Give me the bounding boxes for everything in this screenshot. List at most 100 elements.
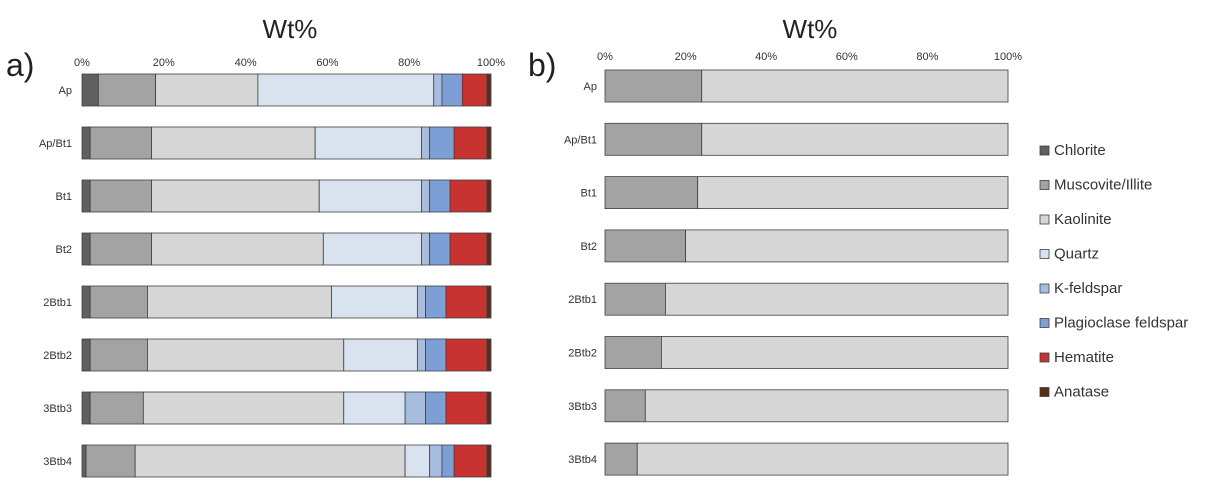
panel-a-segment-ap-bt1-chlorite [81, 126, 91, 160]
panel-a-segment-bt1-k-feldspar [421, 179, 431, 213]
panel-b-x-tick-0: 0% [597, 51, 613, 63]
panel-b-category-ap-bt1: Ap/Bt1 [564, 134, 597, 146]
panel-a-segment-bt2-muscovite-illite [89, 232, 152, 266]
panel-b-segment-ap-bt1-kaolinite [701, 122, 1009, 156]
panel-b-title: Wt% [783, 14, 838, 44]
panel-a-segment-2btb2-kaolinite [147, 338, 345, 372]
panel-b-x-ticks: 0% 20% 40% 60% 80% 100% [597, 51, 1022, 63]
panel-a-bars [81, 73, 492, 478]
panel-a-segment-2btb1-kaolinite [147, 285, 332, 319]
panel-a-category-bt2: Bt2 [55, 244, 72, 256]
legend-swatch-anatase [1039, 387, 1050, 397]
legend-swatch-muscovite-illite [1039, 180, 1050, 190]
panel-b-segment-bt2-kaolinite [685, 229, 1009, 263]
panel-a-segment-3btb3-muscovite-illite [89, 391, 144, 425]
panel-a-segment-3btb4-hematite [453, 444, 488, 478]
panel-a-x-ticks: 0% 20% 40% 60% 80% 100% [74, 57, 505, 69]
panel-b-category-3btb3: 3Btb3 [568, 401, 597, 413]
panel-a-segment-ap-plagioclase-feldspar [441, 73, 463, 107]
panel-a-x-tick-4: 80% [398, 57, 420, 69]
panel-a-bar-bt1 [81, 179, 492, 213]
panel-a-segment-ap-bt1-muscovite-illite [89, 126, 152, 160]
panel-a-segment-ap-bt1-plagioclase-feldspar [429, 126, 455, 160]
panel-a-segment-bt1-anatase [486, 179, 492, 213]
panel-b-bar-ap-bt1 [604, 122, 1009, 156]
panel-a-segment-2btb2-plagioclase-feldspar [425, 338, 447, 372]
panel-b-segment-bt1-kaolinite [697, 176, 1009, 210]
panel-a-category-3btb4: 3Btb4 [43, 456, 72, 468]
panel-b-bar-ap [604, 69, 1009, 103]
panel-a-segment-bt2-quartz [322, 232, 422, 266]
legend-label-kaolinite: Kaolinite [1054, 211, 1112, 228]
panel-a-segment-3btb4-muscovite-illite [85, 444, 136, 478]
panel-b-segment-3btb3-muscovite-illite [604, 389, 646, 423]
panel-a-segment-bt1-chlorite [81, 179, 91, 213]
panel-a-title: Wt% [263, 14, 318, 44]
panel-a-segment-bt2-chlorite [81, 232, 91, 266]
legend-swatch-chlorite [1039, 145, 1050, 156]
legend-swatch-hematite [1039, 352, 1050, 363]
legend-item-quartz: Quartz [1039, 246, 1099, 263]
panel-a-segment-bt1-muscovite-illite [89, 179, 152, 213]
panel-a-category-2btb1: 2Btb1 [43, 297, 72, 309]
panel-b-category-2btb1: 2Btb1 [568, 294, 597, 306]
panel-b-segment-ap-muscovite-illite [604, 69, 703, 103]
legend-swatch-kaolinite [1039, 214, 1050, 225]
panel-a-segment-3btb4-plagioclase-feldspar [441, 444, 455, 478]
panel-b-chart: b) Wt% 0% 20% 40% 60% 80% 100% Ap Ap/Bt1 Bt1 Bt2… [528, 14, 1022, 476]
legend-item-hematite: Hematite [1039, 349, 1114, 366]
panel-a-x-tick-5: 100% [477, 57, 505, 69]
panel-b-category-bt2: Bt2 [580, 241, 597, 253]
panel-a-segment-3btb4-chlorite [81, 444, 87, 478]
panel-b-segment-3btb4-muscovite-illite [604, 442, 638, 476]
panel-a-segment-3btb4-kaolinite [134, 444, 406, 478]
panel-a-x-tick-1: 20% [153, 57, 175, 69]
panel-b-x-tick-5: 100% [994, 51, 1022, 63]
panel-a-label: a) [6, 47, 34, 83]
panel-a-segment-3btb3-hematite [445, 391, 488, 425]
panel-a-segment-2btb2-chlorite [81, 338, 91, 372]
panel-b-bar-3btb4 [604, 442, 1009, 476]
panel-b-bar-bt1 [604, 176, 1009, 210]
panel-a-segment-bt1-quartz [318, 179, 422, 213]
panel-a-x-tick-3: 60% [316, 57, 338, 69]
panel-b-category-3btb4: 3Btb4 [568, 454, 597, 466]
panel-a-bar-bt2 [81, 232, 492, 266]
panel-a-segment-2btb1-hematite [445, 285, 488, 319]
panel-b-category-labels: Ap Ap/Bt1 Bt1 Bt2 2Btb1 2Btb2 3Btb3 3Btb4 [564, 81, 597, 466]
panel-a-x-tick-0: 0% [74, 57, 90, 69]
panel-b-bar-bt2 [604, 229, 1009, 263]
panel-a-category-2btb2: 2Btb2 [43, 350, 72, 362]
panel-a-category-ap: Ap [59, 85, 72, 97]
panel-a-category-3btb3: 3Btb3 [43, 403, 72, 415]
panel-a-bar-3btb4 [81, 444, 492, 478]
panel-a-segment-ap-bt1-quartz [314, 126, 422, 160]
legend-label-quartz: Quartz [1054, 246, 1099, 263]
panel-a-segment-ap-bt1-k-feldspar [421, 126, 431, 160]
panel-a-segment-bt2-anatase [486, 232, 492, 266]
panel-a-segment-3btb3-chlorite [81, 391, 91, 425]
panel-a-segment-ap-chlorite [81, 73, 99, 107]
panel-b-segment-ap-bt1-muscovite-illite [604, 122, 703, 156]
legend-item-k-feldspar: K-feldspar [1039, 280, 1122, 297]
panel-a-segment-3btb3-anatase [486, 391, 492, 425]
legend-label-muscovite-illite: Muscovite/Illite [1054, 177, 1152, 194]
panel-a-bar-ap [81, 73, 492, 107]
panel-a-segment-3btb3-plagioclase-feldspar [425, 391, 447, 425]
panel-a-bar-2btb2 [81, 338, 492, 372]
panel-a-segment-ap-bt1-kaolinite [151, 126, 316, 160]
panel-a-segment-ap-k-feldspar [433, 73, 443, 107]
panel-b-category-bt1: Bt1 [580, 188, 597, 200]
panel-a-segment-2btb1-plagioclase-feldspar [425, 285, 447, 319]
legend-label-k-feldspar: K-feldspar [1054, 280, 1122, 297]
legend-swatch-quartz [1039, 249, 1050, 259]
panel-a-segment-2btb2-k-feldspar [416, 338, 426, 372]
panel-a-segment-ap-bt1-anatase [486, 126, 492, 160]
legend-label-plagioclase-feldspar: Plagioclase feldspar [1054, 315, 1188, 332]
panel-a-segment-ap-quartz [257, 73, 435, 107]
chart-legend: Chlorite Muscovite/Illite Kaolinite Quartz K… [1039, 142, 1188, 401]
panel-a-segment-2btb1-chlorite [81, 285, 91, 319]
panel-a-segment-ap-anatase [486, 73, 492, 107]
panel-a-segment-3btb3-k-feldspar [404, 391, 426, 425]
panel-a-bar-ap-bt1 [81, 126, 492, 160]
